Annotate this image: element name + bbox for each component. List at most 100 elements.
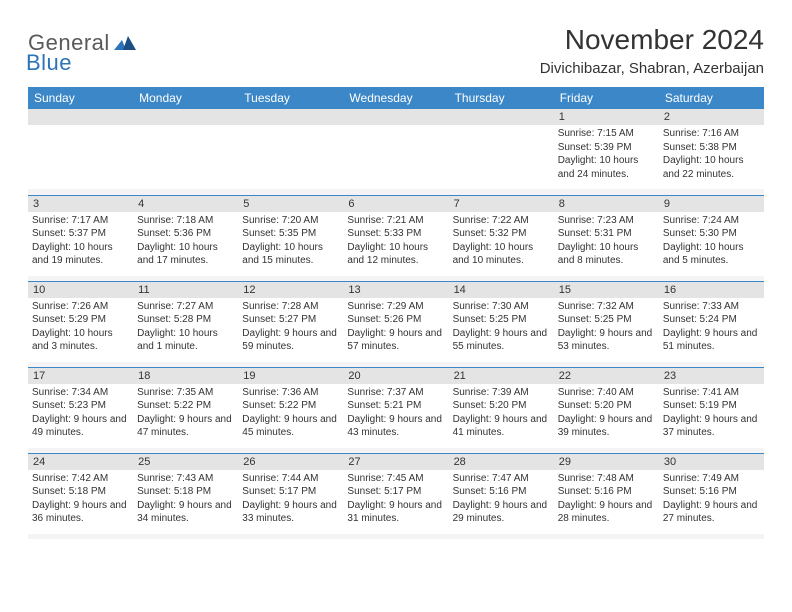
day-body: Sunrise: 7:21 AMSunset: 5:33 PMDaylight:… <box>343 212 448 276</box>
day-header-row: Sunday Monday Tuesday Wednesday Thursday… <box>28 87 764 109</box>
sunrise-text: Sunrise: 7:26 AM <box>32 300 129 314</box>
day-cell: 7Sunrise: 7:22 AMSunset: 5:32 PMDaylight… <box>449 195 554 281</box>
sunrise-text: Sunrise: 7:16 AM <box>663 127 760 141</box>
day-cell: 27Sunrise: 7:45 AMSunset: 5:17 PMDayligh… <box>343 453 448 539</box>
sunrise-text: Sunrise: 7:36 AM <box>242 386 339 400</box>
day-cell: 19Sunrise: 7:36 AMSunset: 5:22 PMDayligh… <box>238 367 343 453</box>
day-body: Sunrise: 7:41 AMSunset: 5:19 PMDaylight:… <box>659 384 764 448</box>
day-cell <box>133 109 238 195</box>
sunset-text: Sunset: 5:17 PM <box>242 485 339 499</box>
daylight-text: Daylight: 9 hours and 53 minutes. <box>558 327 655 354</box>
day-number: 5 <box>238 196 343 212</box>
day-body: Sunrise: 7:29 AMSunset: 5:26 PMDaylight:… <box>343 298 448 362</box>
day-body-empty <box>449 125 554 189</box>
sunrise-text: Sunrise: 7:37 AM <box>347 386 444 400</box>
sunrise-text: Sunrise: 7:44 AM <box>242 472 339 486</box>
month-title: November 2024 <box>540 24 764 56</box>
day-cell: 26 Sunrise: 7:44 AMSunset: 5:17 PMDayligh… <box>238 453 343 539</box>
sunset-text: Sunset: 5:22 PM <box>242 399 339 413</box>
sunrise-text: Sunrise: 7:41 AM <box>663 386 760 400</box>
day-number: 8 <box>554 196 659 212</box>
day-number: 22 <box>554 368 659 384</box>
week-row: 10Sunrise: 7:26 AMSunset: 5:29 PMDayligh… <box>28 281 764 367</box>
day-number: 25 <box>133 454 238 470</box>
daylight-text: Daylight: 10 hours and 15 minutes. <box>242 241 339 268</box>
day-num-bar-empty <box>28 109 133 125</box>
sunset-text: Sunset: 5:20 PM <box>453 399 550 413</box>
day-header-monday: Monday <box>133 87 238 109</box>
daylight-text: Daylight: 10 hours and 24 minutes. <box>558 154 655 181</box>
sunrise-text: Sunrise: 7:42 AM <box>32 472 129 486</box>
day-number: 19 <box>238 368 343 384</box>
day-cell: 6Sunrise: 7:21 AMSunset: 5:33 PMDaylight… <box>343 195 448 281</box>
daylight-text: Daylight: 9 hours and 51 minutes. <box>663 327 760 354</box>
day-number: 26 <box>238 454 343 470</box>
sunrise-text: Sunrise: 7:23 AM <box>558 214 655 228</box>
sunrise-text: Sunrise: 7:22 AM <box>453 214 550 228</box>
week-row: 1Sunrise: 7:15 AMSunset: 5:39 PMDaylight… <box>28 109 764 195</box>
day-body: Sunrise: 7:39 AMSunset: 5:20 PMDaylight:… <box>449 384 554 448</box>
day-cell: 20 Sunrise: 7:37 AMSunset: 5:21 PMDayligh… <box>343 367 448 453</box>
day-number: 9 <box>659 196 764 212</box>
day-cell: 28Sunrise: 7:47 AMSunset: 5:16 PMDayligh… <box>449 453 554 539</box>
day-num-bar-empty <box>343 109 448 125</box>
day-body: Sunrise: 7:30 AMSunset: 5:25 PMDaylight:… <box>449 298 554 362</box>
sunrise-text: Sunrise: 7:45 AM <box>347 472 444 486</box>
daylight-text: Daylight: 10 hours and 22 minutes. <box>663 154 760 181</box>
daylight-text: Daylight: 9 hours and 49 minutes. <box>32 413 129 440</box>
daylight-text: Daylight: 9 hours and 55 minutes. <box>453 327 550 354</box>
logo: General Blue <box>28 30 136 76</box>
day-body: Sunrise: 7:47 AMSunset: 5:16 PMDaylight:… <box>449 470 554 534</box>
day-num-bar-empty <box>238 109 343 125</box>
day-number: 11 <box>133 282 238 298</box>
daylight-text: Daylight: 9 hours and 31 minutes. <box>347 499 444 526</box>
sunrise-text: Sunrise: 7:47 AM <box>453 472 550 486</box>
daylight-text: Daylight: 9 hours and 34 minutes. <box>137 499 234 526</box>
sunrise-text: Sunrise: 7:29 AM <box>347 300 444 314</box>
day-number: 1 <box>554 109 659 125</box>
day-body: Sunrise: 7:48 AMSunset: 5:16 PMDaylight:… <box>554 470 659 534</box>
daylight-text: Daylight: 9 hours and 43 minutes. <box>347 413 444 440</box>
day-cell: 15Sunrise: 7:32 AMSunset: 5:25 PMDayligh… <box>554 281 659 367</box>
sunrise-text: Sunrise: 7:21 AM <box>347 214 444 228</box>
sunset-text: Sunset: 5:16 PM <box>558 485 655 499</box>
sunrise-text: Sunrise: 7:43 AM <box>137 472 234 486</box>
title-block: November 2024 Divichibazar, Shabran, Aze… <box>540 24 764 77</box>
day-body: Sunrise: 7:27 AMSunset: 5:28 PMDaylight:… <box>133 298 238 362</box>
day-body: Sunrise: 7:16 AMSunset: 5:38 PMDaylight:… <box>659 125 764 189</box>
sunset-text: Sunset: 5:30 PM <box>663 227 760 241</box>
day-number: 4 <box>133 196 238 212</box>
sunset-text: Sunset: 5:20 PM <box>558 399 655 413</box>
sunrise-text: Sunrise: 7:32 AM <box>558 300 655 314</box>
day-body: Sunrise: 7:35 AMSunset: 5:22 PMDaylight:… <box>133 384 238 448</box>
daylight-text: Daylight: 9 hours and 36 minutes. <box>32 499 129 526</box>
day-number: 20 <box>343 368 448 384</box>
day-cell: 29Sunrise: 7:48 AMSunset: 5:16 PMDayligh… <box>554 453 659 539</box>
day-body: Sunrise: 7:33 AMSunset: 5:24 PMDaylight:… <box>659 298 764 362</box>
sunset-text: Sunset: 5:26 PM <box>347 313 444 327</box>
day-number: 28 <box>449 454 554 470</box>
day-header-friday: Friday <box>554 87 659 109</box>
sunset-text: Sunset: 5:29 PM <box>32 313 129 327</box>
daylight-text: Daylight: 9 hours and 41 minutes. <box>453 413 550 440</box>
day-body: Sunrise: 7:40 AMSunset: 5:20 PMDaylight:… <box>554 384 659 448</box>
sunset-text: Sunset: 5:17 PM <box>347 485 444 499</box>
day-body-empty <box>343 125 448 189</box>
day-body: Sunrise: 7:36 AMSunset: 5:22 PMDaylight:… <box>238 384 343 448</box>
daylight-text: Daylight: 9 hours and 29 minutes. <box>453 499 550 526</box>
calendar-table: Sunday Monday Tuesday Wednesday Thursday… <box>28 87 764 539</box>
day-number: 3 <box>28 196 133 212</box>
day-body: Sunrise: 7:32 AMSunset: 5:25 PMDaylight:… <box>554 298 659 362</box>
sunrise-text: Sunrise: 7:15 AM <box>558 127 655 141</box>
week-row: 24Sunrise: 7:42 AMSunset: 5:18 PMDayligh… <box>28 453 764 539</box>
day-cell: 24Sunrise: 7:42 AMSunset: 5:18 PMDayligh… <box>28 453 133 539</box>
day-cell: 18Sunrise: 7:35 AMSunset: 5:22 PMDayligh… <box>133 367 238 453</box>
daylight-text: Daylight: 9 hours and 33 minutes. <box>242 499 339 526</box>
sunrise-text: Sunrise: 7:27 AM <box>137 300 234 314</box>
sunset-text: Sunset: 5:21 PM <box>347 399 444 413</box>
sunset-text: Sunset: 5:25 PM <box>558 313 655 327</box>
day-number: 6 <box>343 196 448 212</box>
day-body: Sunrise: 7:24 AMSunset: 5:30 PMDaylight:… <box>659 212 764 276</box>
day-number: 16 <box>659 282 764 298</box>
sunset-text: Sunset: 5:37 PM <box>32 227 129 241</box>
